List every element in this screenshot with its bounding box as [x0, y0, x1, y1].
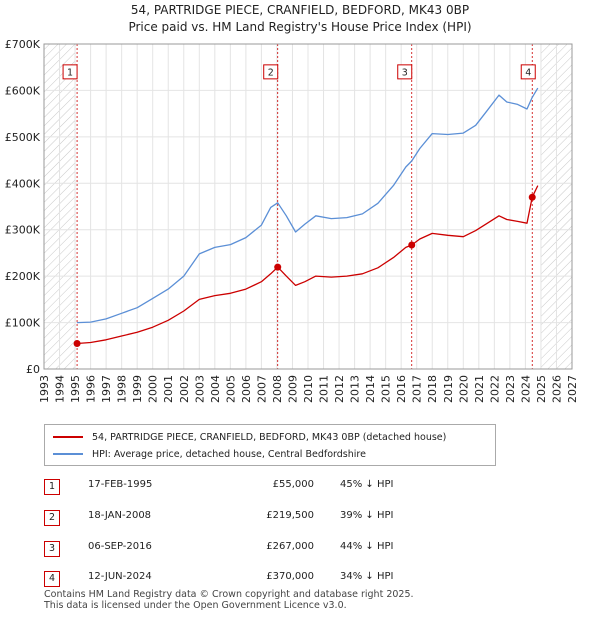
x-tick-label: 2016: [395, 375, 408, 403]
x-tick-label: 2002: [178, 375, 191, 403]
legend-hpi: HPI: Average price, detached house, Cent…: [53, 447, 366, 461]
transaction-row: 1 17-FEB-1995 £55,000 45% ↓ HPI: [44, 478, 424, 495]
y-tick-label: £500K: [5, 131, 41, 144]
transaction-price: £219,500: [266, 510, 314, 521]
legend-property-swatch: [53, 436, 83, 438]
transaction-hpi-diff: 34% ↓ HPI: [340, 571, 394, 582]
x-tick-label: 1998: [116, 375, 129, 403]
transaction-number: 2: [44, 510, 60, 526]
footer-copyright: Contains HM Land Registry data © Crown c…: [44, 589, 414, 600]
x-tick-label: 1993: [38, 375, 51, 403]
x-tick-label: 2010: [302, 375, 315, 403]
x-tick-label: 2027: [566, 375, 579, 403]
transaction-price: £370,000: [266, 571, 314, 582]
x-tick-label: 2018: [426, 375, 439, 403]
x-tick-label: 2001: [162, 375, 175, 403]
sale-point-4: [528, 193, 536, 201]
footer-licence: This data is licensed under the Open Gov…: [44, 600, 347, 611]
x-tick-label: 2011: [318, 375, 331, 403]
transaction-date: 12-JUN-2024: [88, 571, 152, 582]
legend-hpi-label: HPI: Average price, detached house, Cent…: [92, 448, 366, 460]
x-tick-label: 2021: [473, 375, 486, 403]
x-tick-label: 1995: [69, 375, 82, 403]
legend-property-label: 54, PARTRIDGE PIECE, CRANFIELD, BEDFORD,…: [92, 431, 447, 443]
chart-legend: 54, PARTRIDGE PIECE, CRANFIELD, BEDFORD,…: [44, 424, 496, 466]
sale-marker-box-2: [263, 64, 279, 80]
y-tick-label: £400K: [5, 177, 41, 190]
sale-point-1: [73, 339, 81, 347]
x-tick-label: 2023: [504, 375, 517, 403]
x-tick-label: 1994: [54, 375, 67, 403]
plot-frame: [43, 43, 573, 370]
x-tick-label: 2022: [488, 375, 501, 403]
sale-marker-label-4: 4: [525, 67, 531, 78]
x-tick-label: 2004: [209, 375, 222, 403]
x-tick-label: 2008: [271, 375, 284, 403]
x-tick-label: 2003: [193, 375, 206, 403]
legend-hpi-swatch: [53, 453, 83, 455]
x-tick-label: 1997: [100, 375, 113, 403]
transaction-date: 17-FEB-1995: [88, 479, 153, 490]
x-tick-label: 2015: [380, 375, 393, 403]
transaction-row: 4 12-JUN-2024 £370,000 34% ↓ HPI: [44, 570, 424, 587]
x-tick-label: 2020: [457, 375, 470, 403]
x-tick-label: 2005: [224, 375, 237, 403]
sale-marker-box-1: [62, 64, 78, 80]
transaction-number: 1: [44, 479, 60, 495]
price-chart: 1 2 3 4 £0 £100K £200K £300K £400K £500K £600K £70…: [5, 38, 579, 403]
transaction-hpi-diff: 44% ↓ HPI: [340, 541, 394, 552]
x-tick-label: 2012: [333, 375, 346, 403]
sale-marker-label-2: 2: [268, 67, 274, 78]
y-tick-label: £200K: [5, 270, 41, 283]
sale-marker-label-3: 3: [402, 67, 408, 78]
transaction-number: 4: [44, 571, 60, 587]
x-tick-label: 2014: [364, 375, 377, 403]
x-tick-label: 2024: [519, 375, 532, 403]
x-tick-label: 2006: [240, 375, 253, 403]
y-tick-label: £0: [26, 363, 40, 376]
x-tick-label: 2025: [535, 375, 548, 403]
chart-subtitle: Price paid vs. HM Land Registry's House …: [128, 20, 472, 34]
transaction-date: 18-JAN-2008: [88, 510, 152, 521]
transaction-hpi-diff: 39% ↓ HPI: [340, 510, 394, 521]
x-tick-label: 1999: [131, 375, 144, 403]
x-tick-label: 2009: [286, 375, 299, 403]
y-tick-label: £300K: [5, 224, 41, 237]
transaction-hpi-diff: 45% ↓ HPI: [340, 479, 394, 490]
transaction-date: 06-SEP-2016: [88, 541, 152, 552]
x-tick-label: 2026: [550, 375, 563, 403]
x-tick-label: 2019: [442, 375, 455, 403]
x-tick-label: 2000: [147, 375, 160, 403]
x-tick-label: 2013: [349, 375, 362, 403]
chart-title: 54, PARTRIDGE PIECE, CRANFIELD, BEDFORD,…: [130, 3, 470, 17]
sale-marker-label-1: 1: [67, 67, 73, 78]
sale-point-2: [274, 263, 282, 271]
y-tick-label: £100K: [5, 317, 41, 330]
x-tick-label: 2007: [255, 375, 268, 403]
x-tick-label: 2017: [411, 375, 424, 403]
legend-property: 54, PARTRIDGE PIECE, CRANFIELD, BEDFORD,…: [53, 430, 446, 444]
property-price-line: [77, 185, 539, 345]
transaction-row: 3 06-SEP-2016 £267,000 44% ↓ HPI: [44, 540, 424, 557]
x-tick-label: 1996: [85, 375, 98, 403]
hpi-line: [77, 87, 539, 324]
transaction-price: £267,000: [266, 541, 314, 552]
transaction-row: 2 18-JAN-2008 £219,500 39% ↓ HPI: [44, 509, 424, 526]
y-tick-label: £700K: [5, 38, 41, 51]
sale-point-3: [408, 241, 416, 249]
sale-marker-box-3: [397, 64, 413, 80]
transaction-price: £55,000: [272, 479, 314, 490]
transaction-number: 3: [44, 541, 60, 557]
y-tick-label: £600K: [5, 84, 41, 97]
sale-marker-box-4: [520, 64, 536, 80]
